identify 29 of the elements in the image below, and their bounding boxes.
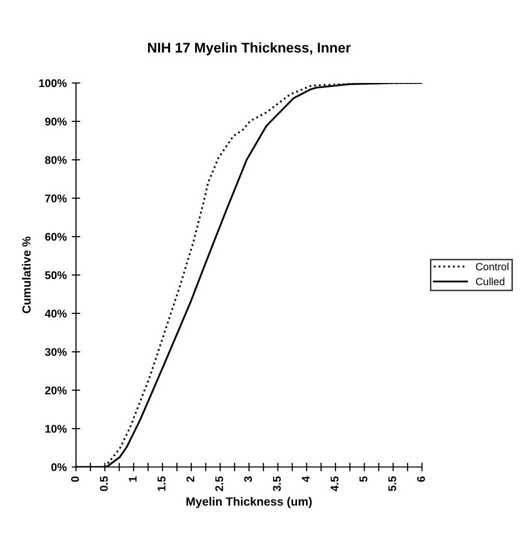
y-tick-label: 20% [45, 386, 67, 394]
y-tick-label: 30% [44, 348, 67, 356]
x-tick-label: 5 [360, 476, 368, 482]
x-tick-label: 4.5 [330, 476, 338, 492]
x-tick-label: 5.5 [388, 476, 396, 492]
x-tick-label: 3 [244, 476, 252, 482]
chart-title: NIH 17 Myelin Thickness, Inner [148, 42, 351, 56]
legend-label: Control [476, 262, 508, 270]
y-tick-label: 40% [44, 310, 67, 318]
y-tick-label: 80% [45, 156, 67, 164]
y-tick-label: 0% [51, 463, 67, 472]
x-tick-label: 1.5 [158, 476, 166, 491]
x-tick-label: 3.5 [272, 476, 281, 492]
y-tick-label: 70% [45, 194, 67, 202]
y-tick-label: 100% [39, 79, 67, 88]
y-tick-label: 60% [45, 232, 67, 241]
x-tick-label: 0 [71, 476, 79, 482]
y-tick-label: 10% [45, 424, 67, 433]
x-tick-label: 2.5 [215, 476, 224, 492]
x-tick-label: 1 [128, 476, 137, 482]
x-tick-label: 2 [186, 476, 194, 482]
x-tick-label: 0.5 [100, 476, 108, 492]
y-tick-label: 50% [45, 271, 67, 280]
legend-label: Culled [476, 278, 504, 286]
x-tick-label: 4 [302, 476, 310, 482]
y-tick-label: 90% [45, 118, 67, 126]
x-axis-title: Myelin Thickness (um) [186, 497, 312, 508]
x-tick-label: 6 [417, 476, 425, 482]
y-axis-title: Cumulative % [22, 236, 31, 314]
